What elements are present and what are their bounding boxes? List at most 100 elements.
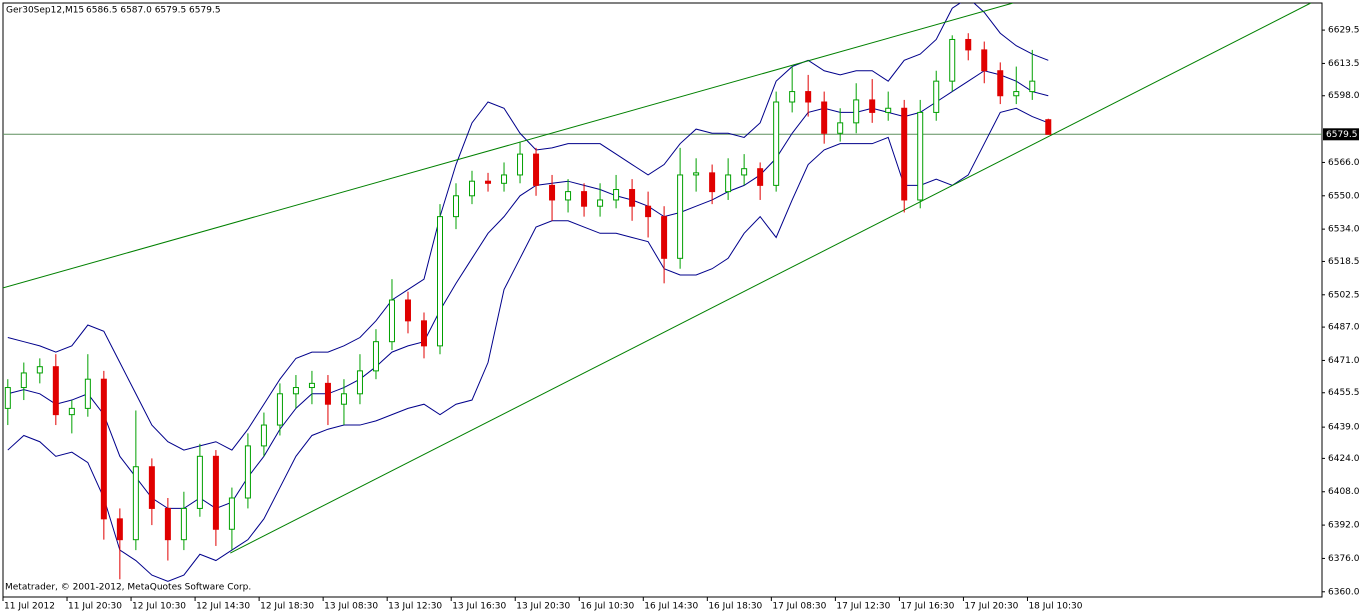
- x-tick-label: 16 Jul 18:30: [708, 602, 762, 612]
- candle-body: [821, 101, 828, 134]
- price-label-box: [1323, 128, 1359, 141]
- y-tick-label: 6502.5: [1328, 290, 1360, 300]
- x-tick-label: 17 Jul 20:30: [964, 602, 1018, 612]
- y-tick-label: 6455.5: [1328, 388, 1360, 398]
- trend-line: [3, 3, 1014, 289]
- candle-body: [100, 378, 107, 520]
- y-tick-label: 6424.0: [1328, 454, 1360, 464]
- price-label: 6579.5: [1326, 130, 1358, 140]
- y-tick-label: 6408.0: [1328, 487, 1360, 497]
- candle-body: [645, 205, 652, 218]
- candle-body: [661, 216, 668, 259]
- x-tick-label: 12 Jul 18:30: [260, 602, 314, 612]
- candle-body: [901, 107, 908, 201]
- candle-body: [949, 38, 956, 82]
- y-tick-label: 6392.0: [1328, 521, 1360, 531]
- candle-body: [965, 38, 972, 51]
- y-tick-label: 6439.0: [1328, 423, 1360, 433]
- candle-body: [757, 168, 764, 186]
- candle-body: [709, 172, 716, 193]
- x-tick-label: 13 Jul 08:30: [324, 602, 378, 612]
- candle-body: [629, 189, 636, 207]
- y-tick-label: 6550.0: [1328, 191, 1360, 201]
- candle-body: [404, 299, 411, 322]
- candle-body: [36, 366, 43, 374]
- candle-body: [388, 299, 395, 343]
- candle-body: [340, 393, 347, 405]
- plot-frame: [2, 2, 1323, 598]
- candle-body: [420, 320, 427, 347]
- x-tick-label: 13 Jul 16:30: [452, 602, 506, 612]
- candle-body: [436, 216, 443, 347]
- bollinger-band: [7, 107, 1049, 582]
- candle-body: [885, 107, 892, 113]
- candle-body: [356, 370, 363, 395]
- candle-body: [837, 122, 844, 134]
- candle-body: [981, 49, 988, 72]
- quote: 6586.5 6587.0 6579.5 6579.5: [86, 6, 221, 16]
- candle-body: [180, 507, 187, 541]
- x-tick-label: 17 Jul 12:30: [836, 602, 890, 612]
- x-tick-label: 12 Jul 10:30: [132, 602, 186, 612]
- x-tick-label: 17 Jul 08:30: [772, 602, 826, 612]
- candle-body: [741, 168, 748, 176]
- candle-body: [164, 507, 171, 541]
- plot-area: [3, 3, 1322, 582]
- candle-body: [4, 387, 11, 409]
- footer: Metatrader, © 2001-2012, MetaQuotes Soft…: [5, 583, 251, 593]
- trend-line: [230, 3, 1312, 554]
- candle-body: [549, 184, 556, 201]
- bollinger-band: [7, 3, 1049, 451]
- y-tick-label: 6376.0: [1328, 554, 1360, 564]
- candle-body: [501, 174, 508, 184]
- candle-body: [997, 70, 1004, 97]
- candle-body: [308, 382, 315, 389]
- candle-body: [132, 466, 139, 541]
- x-tick-label: 11 Jul 20:30: [68, 602, 122, 612]
- candle-body: [52, 366, 59, 416]
- candle-body: [773, 101, 780, 186]
- candle-body: [1045, 119, 1052, 135]
- candle-body: [84, 378, 91, 409]
- y-tick-label: 6613.5: [1328, 59, 1360, 69]
- candle-body: [276, 393, 283, 426]
- candle-body: [597, 199, 604, 207]
- y-tick-label: 6629.5: [1328, 26, 1360, 36]
- candle-body: [116, 518, 123, 541]
- candle-body: [469, 180, 476, 197]
- candle-body: [533, 153, 540, 186]
- candle-body: [244, 445, 251, 499]
- candle-body: [260, 424, 267, 447]
- candle-body: [517, 153, 524, 176]
- candle-body: [677, 174, 684, 259]
- candle-body: [1029, 80, 1036, 93]
- y-tick-label: 6360.0: [1328, 587, 1360, 597]
- candle-body: [869, 99, 876, 113]
- y-tick-label: 6487.0: [1328, 323, 1360, 333]
- x-tick-label: 11 Jul 2012: [4, 602, 55, 612]
- x-tick-label: 12 Jul 14:30: [196, 602, 250, 612]
- candle-body: [805, 91, 812, 103]
- candle-body: [292, 387, 299, 395]
- x-tick-label: 16 Jul 10:30: [580, 602, 634, 612]
- candle-body: [613, 189, 620, 201]
- candle-body: [853, 99, 860, 124]
- x-tick-label: 13 Jul 20:30: [516, 602, 570, 612]
- x-tick-label: 16 Jul 14:30: [644, 602, 698, 612]
- candle-body: [581, 191, 588, 207]
- candle-body: [228, 497, 235, 530]
- candle-body: [693, 172, 700, 176]
- candle-body: [917, 111, 924, 201]
- candle-body: [372, 341, 379, 372]
- x-tick-label: 17 Jul 16:30: [900, 602, 954, 612]
- y-tick-label: 6566.0: [1328, 158, 1360, 168]
- candle-body: [324, 382, 331, 405]
- y-tick-label: 6518.5: [1328, 257, 1360, 267]
- candle-body: [196, 455, 203, 509]
- candle-body: [933, 80, 940, 113]
- candle-body: [789, 91, 796, 103]
- x-tick-label: 18 Jul 10:30: [1028, 602, 1082, 612]
- candle-body: [565, 191, 572, 201]
- x-tick-label: 13 Jul 12:30: [388, 602, 442, 612]
